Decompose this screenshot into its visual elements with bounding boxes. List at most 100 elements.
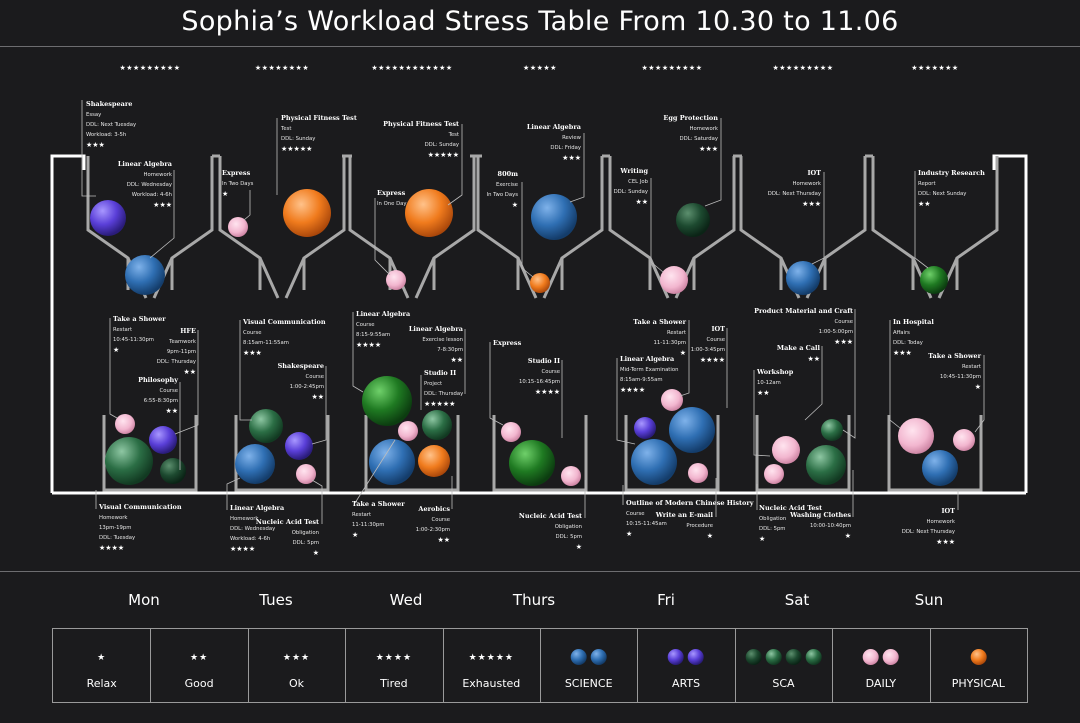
day-label-mon: Mon — [128, 591, 160, 609]
task-name: Egg Protection — [663, 114, 718, 122]
leader-line — [239, 320, 252, 421]
task-ball-f2-4 — [634, 417, 656, 439]
task-name: Linear Algebra — [356, 310, 411, 318]
task-stars: ★★★ — [699, 145, 718, 153]
task-name: Take a Shower — [633, 318, 686, 326]
task-ball-thu-1 — [530, 273, 550, 293]
week-ratings: ★★★★★★★★★ ★★★★★★★★ ★★★★★★★★★★★★ ★★★★★ ★★★★★★… — [120, 64, 959, 72]
task-detail: Affairs — [893, 330, 910, 336]
legend-label: Exhausted — [462, 677, 521, 690]
task-note-fri-1: Writing CEL Job DDL: Sunday ★★ — [614, 167, 649, 206]
task-detail: Obligation — [759, 516, 786, 522]
task-detail: DDL: Thursday — [157, 359, 196, 365]
cup — [887, 415, 983, 492]
leader-line — [889, 320, 901, 429]
task-note-t2-1: Visual Communication Course 8:15am-11:55am… — [242, 318, 326, 357]
task-detail: DDL: Next Tuesday — [86, 122, 136, 128]
task-stars: ★ — [313, 549, 319, 557]
task-stars: ★★★ — [243, 349, 262, 357]
task-name: Philosophy — [138, 376, 178, 384]
task-note-s2-1: Product Material and Craft Course 1:00-5:0… — [754, 307, 853, 346]
day-label-fri: Fri — [657, 591, 675, 609]
task-name: Linear Algebra — [230, 504, 285, 512]
task-ball-mon-2 — [125, 255, 165, 295]
task-ball-wed-1 — [386, 270, 406, 290]
task-detail: Restart — [113, 327, 132, 333]
task-ball-u2-2 — [953, 429, 975, 451]
task-name: Industry Research — [918, 169, 985, 177]
task-note-t2-3: Linear Algebra Homework DDL: Wednesday Work… — [230, 504, 285, 553]
task-detail: DDL: 5pm — [759, 526, 785, 532]
task-note-m2-2: HFE Teamwork 9pm-11pm DDL: Thursday ★★ — [157, 327, 197, 376]
leader-line — [174, 330, 199, 435]
task-detail: Restart — [962, 364, 981, 370]
task-detail: 7-8:30pm — [437, 347, 463, 353]
task-detail: DDL: Saturday — [680, 136, 718, 142]
task-ball-s2-3 — [806, 445, 846, 485]
task-stars: ★ — [352, 531, 358, 539]
legend-label: DAILY — [865, 677, 897, 690]
leader-line — [109, 318, 118, 419]
day-stress-rating: ★★★★★★★★★ — [773, 64, 834, 72]
leader-line — [374, 198, 391, 276]
task-detail: 10:15-16:45pm — [519, 379, 560, 385]
legend-label: SCIENCE — [564, 677, 613, 690]
cup — [234, 415, 330, 492]
task-ball-f2-1 — [661, 389, 683, 411]
legend-item-physical: PHYSICAL — [930, 629, 1027, 702]
day-stress-rating: ★★★★★★★★★★★★ — [371, 64, 452, 72]
task-name: Shakespeare — [278, 362, 324, 370]
legend-label: ARTS — [672, 677, 701, 690]
legend-ball — [765, 649, 782, 665]
task-note-sun-1: Industry Research Report DDL: Next Sunday ★… — [918, 169, 985, 208]
task-note-h2-3: Nucleic Acid Test Obligation DDL: 5pm ★ — [519, 512, 582, 551]
task-note-m2-3: Philosophy Course 6:55-8:30pm ★★ — [138, 376, 178, 415]
task-stars: ★★★★ — [230, 545, 255, 553]
day-stress-rating: ★★★★★★★★★ — [642, 64, 703, 72]
task-name: IOT — [807, 169, 821, 177]
task-name: Linear Algebra — [527, 123, 582, 131]
day-stress-rating: ★★★★★★★★★ — [120, 64, 181, 72]
task-detail: Restart — [352, 512, 371, 518]
task-note-s2-4: Nucleic Acid Test Obligation DDL: 5pm ★ — [759, 504, 822, 543]
task-detail: 1:00-5:00pm — [819, 329, 853, 335]
task-detail: Restart — [667, 330, 686, 336]
task-detail: Workload: 3-5h — [86, 132, 126, 138]
task-stars: ★★★★ — [535, 388, 560, 396]
legend-ball — [862, 649, 879, 665]
task-stars: ★★★ — [153, 201, 172, 209]
legend: ★ Relax ★★ Good ★★★ Ok ★★★★ Tired ★★★★★ Exhausted… — [52, 628, 1028, 703]
task-ball-f2-3 — [631, 439, 677, 485]
task-note-mon-1: Shakespeare Essay DDL: Next Tuesday Workloa… — [86, 100, 136, 149]
title-divider — [0, 46, 1080, 47]
task-ball-sun-1 — [920, 266, 948, 294]
task-detail: 10:45-11:30pm — [940, 374, 981, 380]
task-name: Washing Clothes — [789, 511, 851, 519]
task-detail: Essay — [86, 112, 101, 118]
legend-item-ok: ★★★ Ok — [248, 629, 347, 702]
task-note-w2-3: Studio II Project DDL: Thursday ★★★★★ — [424, 369, 463, 408]
task-name: Writing — [619, 167, 648, 175]
task-ball-tue-2 — [283, 189, 331, 237]
task-name: Workshop — [756, 368, 794, 376]
task-name: Aerobics — [417, 505, 450, 513]
task-detail: Test — [280, 126, 291, 132]
legend-ball — [570, 649, 587, 665]
legend-stars: ★ — [97, 653, 107, 663]
funnel — [218, 156, 346, 290]
legend-stars: ★★★★ — [375, 653, 413, 663]
cup — [755, 415, 851, 492]
task-stars: ★★ — [635, 198, 648, 206]
task-detail: DDL: Tuesday — [99, 535, 135, 541]
task-detail: DDL: Thursday — [424, 391, 463, 397]
chart-divider — [0, 571, 1080, 572]
legend-ball — [805, 649, 822, 665]
legend-stars: ★★★★★ — [468, 653, 514, 663]
task-detail: 11-11:30pm — [352, 522, 384, 528]
task-name: IOT — [941, 507, 955, 515]
page-title: Sophia’s Workload Stress Table From 10.3… — [181, 6, 899, 37]
task-detail: 13pm-19pm — [99, 525, 131, 531]
task-detail: 10:15-11:45am — [626, 521, 667, 527]
funnel — [608, 156, 736, 290]
leader-line — [974, 355, 985, 433]
